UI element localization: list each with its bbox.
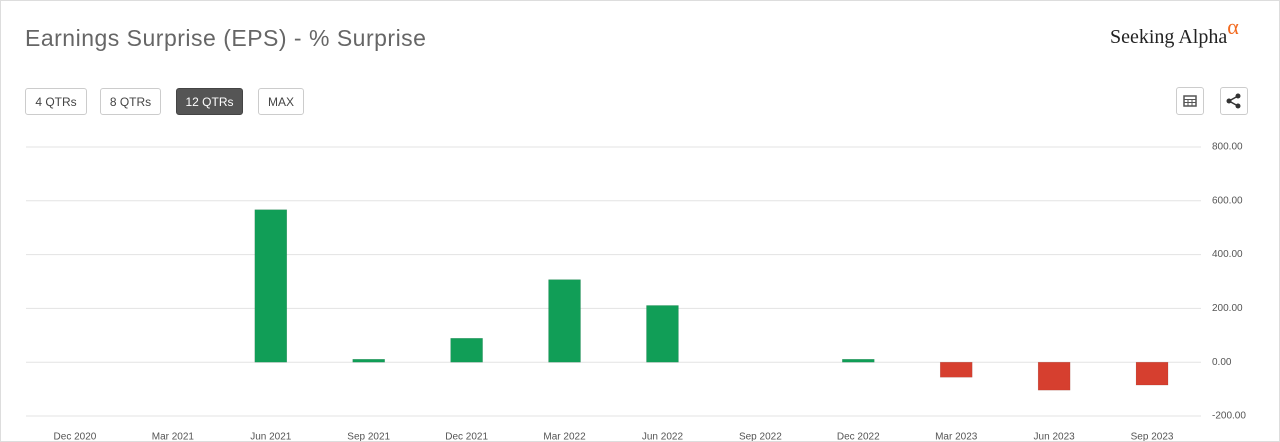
bar <box>646 305 679 363</box>
brand-symbol: α <box>1227 14 1239 39</box>
share-button[interactable] <box>1220 87 1248 115</box>
brand: Seeking Alphaα <box>1110 14 1239 49</box>
x-tick-label: Jun 2021 <box>250 432 292 441</box>
x-tick-label: Mar 2022 <box>543 432 586 441</box>
bar <box>1135 361 1169 386</box>
y-tick-label: 200.00 <box>1212 303 1243 314</box>
table-button[interactable] <box>1176 87 1204 115</box>
range-button[interactable]: MAX <box>258 88 304 115</box>
range-button[interactable]: 8 QTRs <box>100 88 161 115</box>
bar <box>352 358 385 363</box>
bar <box>1037 361 1071 391</box>
x-tick-label: Dec 2022 <box>837 432 880 441</box>
x-tick-label: Mar 2021 <box>152 432 195 441</box>
bar <box>548 279 581 363</box>
x-tick-label: Dec 2020 <box>54 432 97 441</box>
x-tick-label: Mar 2023 <box>935 432 978 441</box>
range-button[interactable]: 4 QTRs <box>25 88 87 115</box>
x-tick-label: Sep 2021 <box>347 432 390 441</box>
x-tick-label: Dec 2021 <box>445 432 488 441</box>
bar <box>939 361 973 378</box>
y-tick-label: 600.00 <box>1212 195 1243 206</box>
bar <box>842 358 875 363</box>
x-tick-label: Jun 2023 <box>1034 432 1076 441</box>
y-tick-label: 0.00 <box>1212 357 1232 368</box>
bar <box>254 209 288 363</box>
y-tick-label: -200.00 <box>1212 411 1246 422</box>
bar <box>450 338 483 363</box>
x-tick-label: Sep 2023 <box>1131 432 1174 441</box>
y-tick-label: 400.00 <box>1212 249 1243 260</box>
brand-name: Seeking Alpha <box>1110 26 1228 48</box>
range-button[interactable]: 12 QTRs <box>176 88 243 115</box>
x-tick-label: Jun 2022 <box>642 432 684 441</box>
chart-title: Earnings Surprise (EPS) - % Surprise <box>25 25 427 51</box>
x-tick-label: Sep 2022 <box>739 432 782 441</box>
y-tick-label: 800.00 <box>1212 142 1243 153</box>
